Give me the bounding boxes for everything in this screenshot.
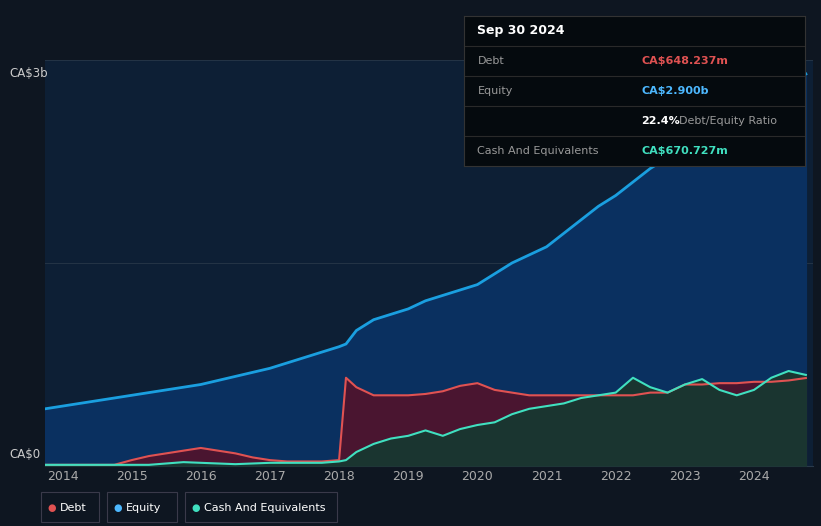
Text: CA$670.727m: CA$670.727m — [641, 146, 727, 156]
Text: Debt: Debt — [478, 56, 504, 66]
Text: Sep 30 2024: Sep 30 2024 — [478, 24, 565, 37]
Text: Equity: Equity — [126, 502, 161, 513]
Text: ●: ● — [191, 502, 200, 513]
Text: Equity: Equity — [478, 86, 513, 96]
Text: ●: ● — [48, 502, 56, 513]
Text: ●: ● — [113, 502, 122, 513]
Text: CA$648.237m: CA$648.237m — [641, 56, 728, 66]
Text: Debt: Debt — [60, 502, 87, 513]
Text: Cash And Equivalents: Cash And Equivalents — [478, 146, 599, 156]
Text: CA$0: CA$0 — [10, 449, 41, 461]
Text: CA$3b: CA$3b — [10, 67, 48, 80]
Text: CA$2.900b: CA$2.900b — [641, 86, 709, 96]
Text: Cash And Equivalents: Cash And Equivalents — [204, 502, 325, 513]
Text: 22.4%: 22.4% — [641, 116, 680, 126]
Text: Debt/Equity Ratio: Debt/Equity Ratio — [678, 116, 777, 126]
